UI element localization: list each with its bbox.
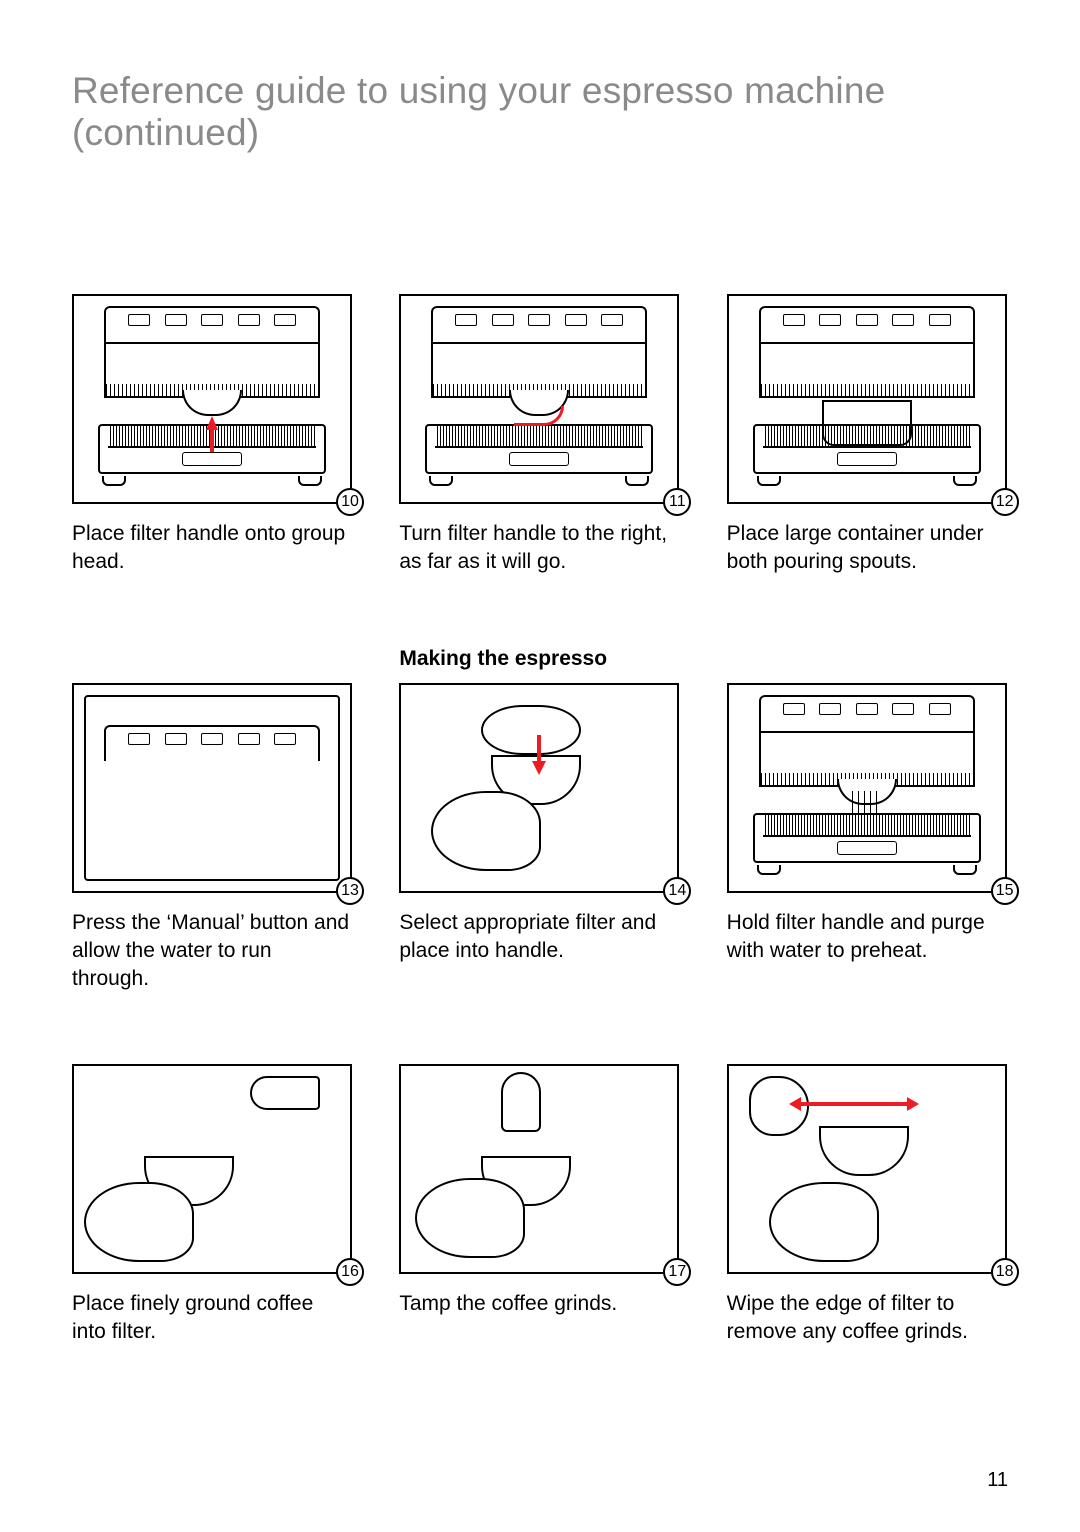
step-figure-16: 16 (72, 1064, 352, 1274)
step-cell: 16 Place finely ground coffee into filte… (72, 1064, 353, 1347)
step-number: 12 (991, 488, 1019, 516)
step-caption: Select appropriate filter and place into… (399, 909, 679, 966)
step-caption: Place large container under both pouring… (727, 520, 1007, 577)
step-figure-18: 18 (727, 1064, 1007, 1274)
step-number: 15 (991, 877, 1019, 905)
step-figure-15: 15 (727, 683, 1007, 893)
step-number: 18 (991, 1258, 1019, 1286)
section-heading: Making the espresso (399, 647, 680, 673)
step-figure-17: 17 (399, 1064, 679, 1274)
step-caption: Place filter handle onto group head. (72, 520, 352, 577)
step-cell: Making the espresso 14 Select appropriat… (399, 647, 680, 994)
step-figure-13: 13 (72, 683, 352, 893)
step-caption: Hold filter handle and purge with water … (727, 909, 1007, 966)
step-figure-14: 14 (399, 683, 679, 893)
step-figure-10: 10 (72, 294, 352, 504)
step-caption: Press the ‘Manual’ button and allow the … (72, 909, 352, 994)
step-number: 16 (336, 1258, 364, 1286)
step-figure-12: 12 (727, 294, 1007, 504)
step-number: 13 (336, 877, 364, 905)
step-caption: Turn filter handle to the right, as far … (399, 520, 679, 577)
step-number: 17 (663, 1258, 691, 1286)
step-number: 14 (663, 877, 691, 905)
step-cell: 17 Tamp the coffee grinds. (399, 1064, 680, 1347)
step-cell: 11 Turn filter handle to the right, as f… (399, 294, 680, 577)
page-number: 11 (987, 1469, 1008, 1492)
step-caption: Tamp the coffee grinds. (399, 1290, 679, 1318)
step-cell: 18 Wipe the edge of filter to remove any… (727, 1064, 1008, 1347)
page-title: Reference guide to using your espresso m… (72, 70, 1008, 154)
step-number: 11 (663, 488, 691, 516)
step-figure-11: 11 (399, 294, 679, 504)
step-number: 10 (336, 488, 364, 516)
step-caption: Wipe the edge of filter to remove any co… (727, 1290, 1007, 1347)
step-caption: Place finely ground coffee into filter. (72, 1290, 352, 1347)
step-cell: . 15 Hold filter handle and purge with w… (727, 647, 1008, 994)
step-cell: . 13 Press the ‘Manual’ button and allow… (72, 647, 353, 994)
step-cell: 12 Place large container under both pour… (727, 294, 1008, 577)
steps-grid: 10 Place filter handle onto group head. … (72, 294, 1008, 1346)
step-cell: 10 Place filter handle onto group head. (72, 294, 353, 577)
